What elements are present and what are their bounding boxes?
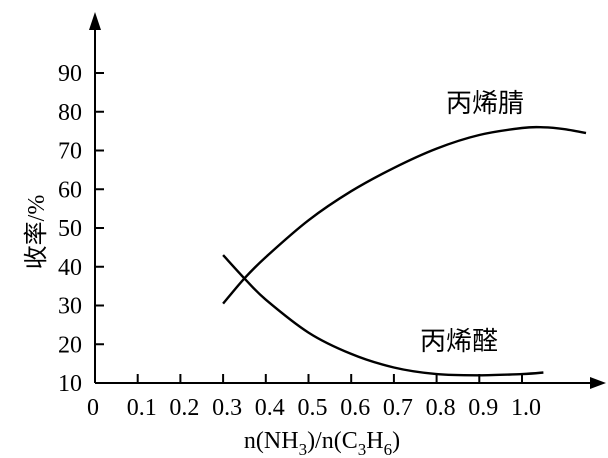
y-tick-label: 60 xyxy=(58,177,82,203)
x-axis-label-subscript: 3 xyxy=(299,440,308,458)
y-axis-arrow xyxy=(89,12,101,30)
x-tick-label: 0.3 xyxy=(212,395,242,421)
x-ticks: 0 0.1 0.2 0.3 0.4 0.5 0.6 0.7 0.8 0.9 1.0 xyxy=(87,374,541,421)
x-axis-arrow xyxy=(590,377,606,389)
y-tick-label: 90 xyxy=(58,61,82,87)
y-tick-label: 40 xyxy=(58,255,82,281)
x-axis-label-subscript: 6 xyxy=(384,440,393,458)
series-lines xyxy=(222,125,587,377)
series-line-acrylonitrile xyxy=(222,125,587,305)
series-label-acrylonitrile: 丙烯腈 xyxy=(446,89,524,119)
x-tick-label: 0.1 xyxy=(127,395,157,421)
y-tick-label: 50 xyxy=(58,216,82,242)
x-axis-label-part: ) xyxy=(392,428,400,454)
x-tick-label: 0.8 xyxy=(426,395,456,421)
y-tick-label: 10 xyxy=(58,371,82,397)
series-line-acrolein xyxy=(222,254,544,377)
x-axis-label: n(NH3)/n(C3H6) xyxy=(244,428,400,458)
x-tick-label: 0.7 xyxy=(383,395,413,421)
x-axis-label-subscript: 3 xyxy=(358,440,367,458)
x-tick-label: 0.9 xyxy=(468,395,498,421)
x-tick-label: 0.5 xyxy=(298,395,328,421)
axes xyxy=(89,12,606,389)
x-tick-label: 0.4 xyxy=(255,395,285,421)
x-tick-label: 1.0 xyxy=(511,395,541,421)
y-axis-label: 收率/% xyxy=(23,195,50,270)
y-ticks: 10 20 30 40 50 60 70 80 90 xyxy=(58,61,104,397)
y-tick-label: 20 xyxy=(58,332,82,358)
x-tick-label: 0.2 xyxy=(169,395,199,421)
x-axis-label-part: )/n(C xyxy=(307,428,358,454)
series-label-acrolein: 丙烯醛 xyxy=(420,327,498,357)
x-tick-label: 0 xyxy=(87,395,99,421)
y-tick-label: 80 xyxy=(58,100,82,126)
x-axis-label-part: n(NH xyxy=(244,428,299,454)
y-tick-label: 30 xyxy=(58,294,82,320)
y-tick-label: 70 xyxy=(58,139,82,165)
x-axis-label-part: H xyxy=(366,428,383,454)
x-tick-label: 0.6 xyxy=(340,395,370,421)
